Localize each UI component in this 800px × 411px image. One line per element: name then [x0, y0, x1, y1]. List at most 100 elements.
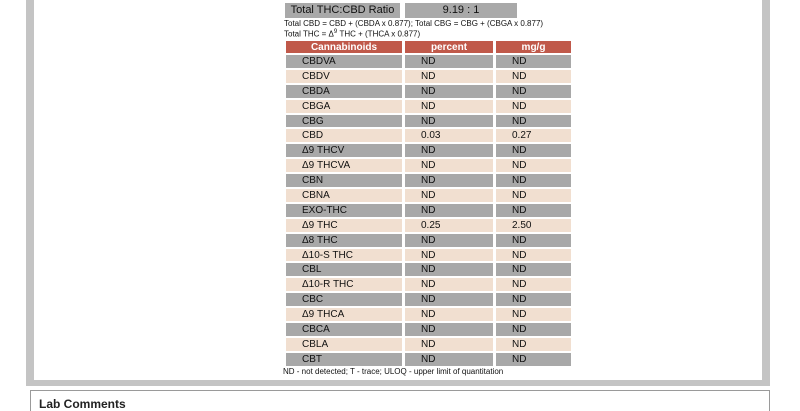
cell-cannabinoid: CBT	[286, 352, 402, 366]
cell-percent: 0.25	[405, 218, 493, 232]
formula-total-thc: Total THC = Δ9 THC + (THCA x 0.877)	[284, 29, 420, 39]
cell-cannabinoid: Δ9 THCVA	[286, 159, 402, 173]
cell-cannabinoid: CBG	[286, 114, 402, 128]
cell-mgg: ND	[496, 323, 571, 336]
lab-comments-title: Lab Comments	[39, 397, 126, 411]
cell-percent: ND	[405, 337, 493, 351]
table-row: CBDA ND ND	[286, 84, 571, 98]
table-row: Δ9 THCV ND ND	[286, 144, 571, 158]
cell-cannabinoid: CBCA	[286, 323, 402, 336]
cell-cannabinoid: Δ8 THC	[286, 233, 402, 247]
cell-mgg: ND	[496, 337, 571, 351]
table-row: CBLA ND ND	[286, 337, 571, 351]
table-row: CBGA ND ND	[286, 99, 571, 113]
cell-cannabinoid: CBNA	[286, 189, 402, 202]
cell-cannabinoid: CBC	[286, 293, 402, 307]
table-row: Δ9 THCVA ND ND	[286, 159, 571, 173]
cell-mgg: ND	[496, 189, 571, 202]
cell-percent: ND	[405, 114, 493, 128]
cell-cannabinoid: CBDA	[286, 84, 402, 98]
cell-percent: ND	[405, 233, 493, 247]
table-row: CBT ND ND	[286, 352, 571, 366]
cell-percent: ND	[405, 323, 493, 336]
cell-mgg: ND	[496, 69, 571, 83]
cell-percent: ND	[405, 144, 493, 158]
table-row: CBCA ND ND	[286, 323, 571, 336]
cell-mgg: ND	[496, 55, 571, 68]
table-row: EXO-THC ND ND	[286, 203, 571, 217]
cell-mgg: ND	[496, 144, 571, 158]
cell-cannabinoid: CBL	[286, 263, 402, 277]
cell-cannabinoid: CBDV	[286, 69, 402, 83]
header-mgg: mg/g	[496, 41, 571, 53]
table-row: CBD 0.03 0.27	[286, 129, 571, 143]
formula-thc-prefix: Total THC = Δ	[284, 29, 334, 39]
cell-cannabinoid: CBD	[286, 129, 402, 143]
cannabinoids-table: Cannabinoids percent mg/g CBDVA ND ND CBDV N…	[283, 39, 574, 368]
ratio-value: 9.19 : 1	[405, 3, 517, 18]
cell-percent: ND	[405, 55, 493, 68]
cell-cannabinoid: Δ9 THC	[286, 218, 402, 232]
table-row: CBNA ND ND	[286, 189, 571, 202]
header-percent: percent	[405, 41, 493, 53]
cell-percent: ND	[405, 99, 493, 113]
cell-percent: ND	[405, 174, 493, 188]
cell-mgg: ND	[496, 233, 571, 247]
cell-percent: ND	[405, 352, 493, 366]
table-row: Δ8 THC ND ND	[286, 233, 571, 247]
cell-mgg: ND	[496, 159, 571, 173]
cell-mgg: ND	[496, 278, 571, 292]
cell-mgg: ND	[496, 84, 571, 98]
cell-mgg: ND	[496, 99, 571, 113]
table-row: CBC ND ND	[286, 293, 571, 307]
cell-mgg: ND	[496, 308, 571, 322]
cell-mgg: ND	[496, 248, 571, 262]
lab-comments-panel: Lab Comments	[30, 390, 770, 411]
cell-percent: ND	[405, 308, 493, 322]
cell-percent: ND	[405, 278, 493, 292]
cell-percent: ND	[405, 69, 493, 83]
table-header-row: Cannabinoids percent mg/g	[286, 41, 571, 53]
cell-mgg: ND	[496, 174, 571, 188]
cell-percent: ND	[405, 203, 493, 217]
cell-percent: ND	[405, 263, 493, 277]
cell-percent: ND	[405, 84, 493, 98]
table-row: Δ10-S THC ND ND	[286, 248, 571, 262]
table-row: CBG ND ND	[286, 114, 571, 128]
table-row: Δ9 THC 0.25 2.50	[286, 218, 571, 232]
table-row: CBL ND ND	[286, 263, 571, 277]
cell-cannabinoid: CBLA	[286, 337, 402, 351]
cell-cannabinoid: Δ10-R THC	[286, 278, 402, 292]
cell-percent: ND	[405, 248, 493, 262]
formula-total-cbd-cbg: Total CBD = CBD + (CBDA x 0.877); Total …	[284, 19, 544, 28]
cell-cannabinoid: Δ9 THCA	[286, 308, 402, 322]
footnote: ND - not detected; T - trace; ULOQ - upp…	[283, 367, 504, 376]
cell-mgg: ND	[496, 263, 571, 277]
cell-cannabinoid: Δ10-S THC	[286, 248, 402, 262]
cell-cannabinoid: Δ9 THCV	[286, 144, 402, 158]
cell-cannabinoid: CBN	[286, 174, 402, 188]
table-row: CBDV ND ND	[286, 69, 571, 83]
cell-cannabinoid: CBDVA	[286, 55, 402, 68]
header-cannabinoids: Cannabinoids	[286, 41, 402, 53]
cell-mgg: ND	[496, 203, 571, 217]
formula-thc-suffix: THC + (THCA x 0.877)	[337, 29, 421, 39]
table-row: CBDVA ND ND	[286, 55, 571, 68]
thc-cbd-ratio-row: Total THC:CBD Ratio 9.19 : 1	[285, 3, 517, 18]
table-row: Δ9 THCA ND ND	[286, 308, 571, 322]
cell-percent: 0.03	[405, 129, 493, 143]
table-row: Δ10-R THC ND ND	[286, 278, 571, 292]
formula-thc-superscript: 9	[333, 29, 338, 35]
cell-mgg: ND	[496, 114, 571, 128]
table-row: CBN ND ND	[286, 174, 571, 188]
cell-mgg: 0.27	[496, 129, 571, 143]
cell-mgg: ND	[496, 293, 571, 307]
cell-percent: ND	[405, 293, 493, 307]
ratio-label: Total THC:CBD Ratio	[285, 3, 400, 18]
cell-mgg: ND	[496, 352, 571, 366]
cell-mgg: 2.50	[496, 218, 571, 232]
cell-cannabinoid: EXO-THC	[286, 203, 402, 217]
cell-cannabinoid: CBGA	[286, 99, 402, 113]
cell-percent: ND	[405, 159, 493, 173]
cell-percent: ND	[405, 189, 493, 202]
